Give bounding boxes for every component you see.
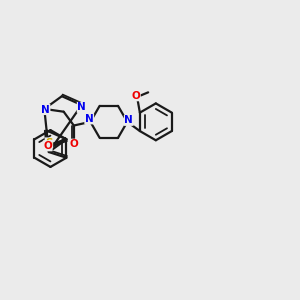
Text: N: N xyxy=(124,116,133,125)
Text: N: N xyxy=(85,114,94,124)
Text: N: N xyxy=(77,102,86,112)
Text: O: O xyxy=(131,91,140,101)
Text: O: O xyxy=(44,141,52,151)
Text: S: S xyxy=(45,138,52,148)
Text: N: N xyxy=(41,104,50,115)
Text: O: O xyxy=(69,139,78,149)
